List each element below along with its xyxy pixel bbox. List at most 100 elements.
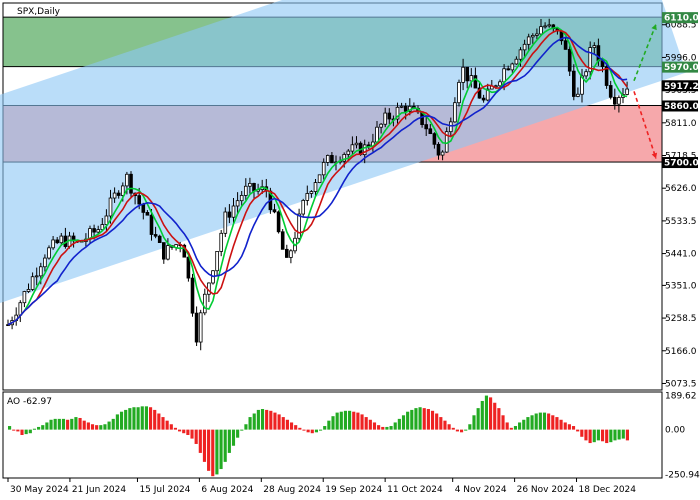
price-pane [0,0,687,391]
candle-body [248,182,252,187]
ao-bar [372,422,377,430]
price-tag-label: 5860.0 [664,102,699,112]
ao-bar [530,415,534,430]
candle-body [47,247,51,259]
price-tag-label: 5700.0 [664,159,699,169]
price-tick-label: 5811.0 [665,119,697,129]
candle-body [190,277,195,314]
ao-bar [547,413,551,430]
ao-bar [124,409,128,430]
candle-body [43,257,47,268]
ao-bar [418,407,422,430]
ao-bar [526,417,530,430]
price-tag-label: 5917.2 [664,82,699,92]
ao-bar [86,422,90,430]
price-tick-label: 5626.0 [665,184,697,194]
ao-bar [451,427,455,430]
ao-bar [136,407,140,430]
candle-body [395,106,400,120]
candle-body [592,45,597,48]
ao-bar [289,422,294,430]
ao-bar [165,420,169,430]
candle-body [289,250,293,258]
candle-body [440,151,445,156]
ao-bar [190,429,194,439]
ao-bar [82,420,86,430]
ao-bar [148,407,153,430]
ao-bar [518,422,522,430]
ao-bar [410,409,414,430]
ao-bar [20,429,24,435]
ma-mid-line [7,29,628,326]
ao-tick-label: -250.94 [665,471,700,481]
candle-body [198,312,203,343]
ao-bar [178,429,182,432]
candle-body [284,248,289,258]
candle-body [547,24,551,27]
ao-bar [406,411,410,430]
ao-bar [422,408,426,430]
ao-bar [95,425,99,430]
candle-body [153,234,158,237]
candle-body [514,58,519,65]
candle-body [563,40,568,50]
ao-bar [459,429,464,433]
ao-bar [198,429,202,453]
candle-body [526,36,531,45]
candle-body [625,88,629,95]
candle-body [432,133,437,145]
ao-bar [509,427,513,430]
candle-body [572,70,576,97]
candle-body [469,75,474,82]
ao-bar [484,395,489,430]
ao-bar [319,429,323,431]
ao-bar [323,426,327,430]
candle-body [104,215,109,225]
ao-tick-label: 0.00 [665,426,685,436]
ao-bar [182,429,186,434]
ao-bar [169,424,173,430]
price-tag [662,100,698,112]
ao-bar [592,429,596,443]
forecast-up-arrowhead [651,24,657,31]
candle-body [125,173,129,187]
ao-tick-label: 189.62 [665,392,697,402]
ao-bar [128,408,132,430]
candle-body [375,126,379,143]
ao-bar [78,417,82,430]
candle-body [112,192,117,199]
ao-bar [53,418,57,430]
candle-body [51,239,55,249]
candle-body [157,235,162,243]
ao-bar [397,418,401,430]
candle-body [403,105,408,112]
ao-bar [472,415,476,430]
ao-bar [331,416,335,430]
ao-bar [377,425,381,430]
price-tag [662,157,698,169]
ao-bar [24,429,28,435]
ao-bar [115,414,119,430]
ao-bar [219,429,223,470]
forecast-down-arrowhead [651,152,658,159]
ao-bar [157,413,161,430]
ao-bar [16,429,20,432]
candle-body [301,200,305,215]
ao-bar [352,411,356,430]
ao-bar [401,415,406,430]
candle-body [502,68,506,83]
ao-bar [260,409,265,430]
candle-body [522,43,527,51]
ao-bar [298,427,302,430]
ao-bar [57,418,61,430]
ao-bar [327,420,331,430]
date-tick-label: 18 Dec 2024 [579,485,637,495]
ao-bar [99,425,103,430]
candle-body [448,121,453,133]
ao-bar [66,419,70,430]
ao-bar [302,429,306,431]
ao-bar [480,400,484,430]
candle-body [473,75,478,89]
ao-bar [476,408,480,430]
